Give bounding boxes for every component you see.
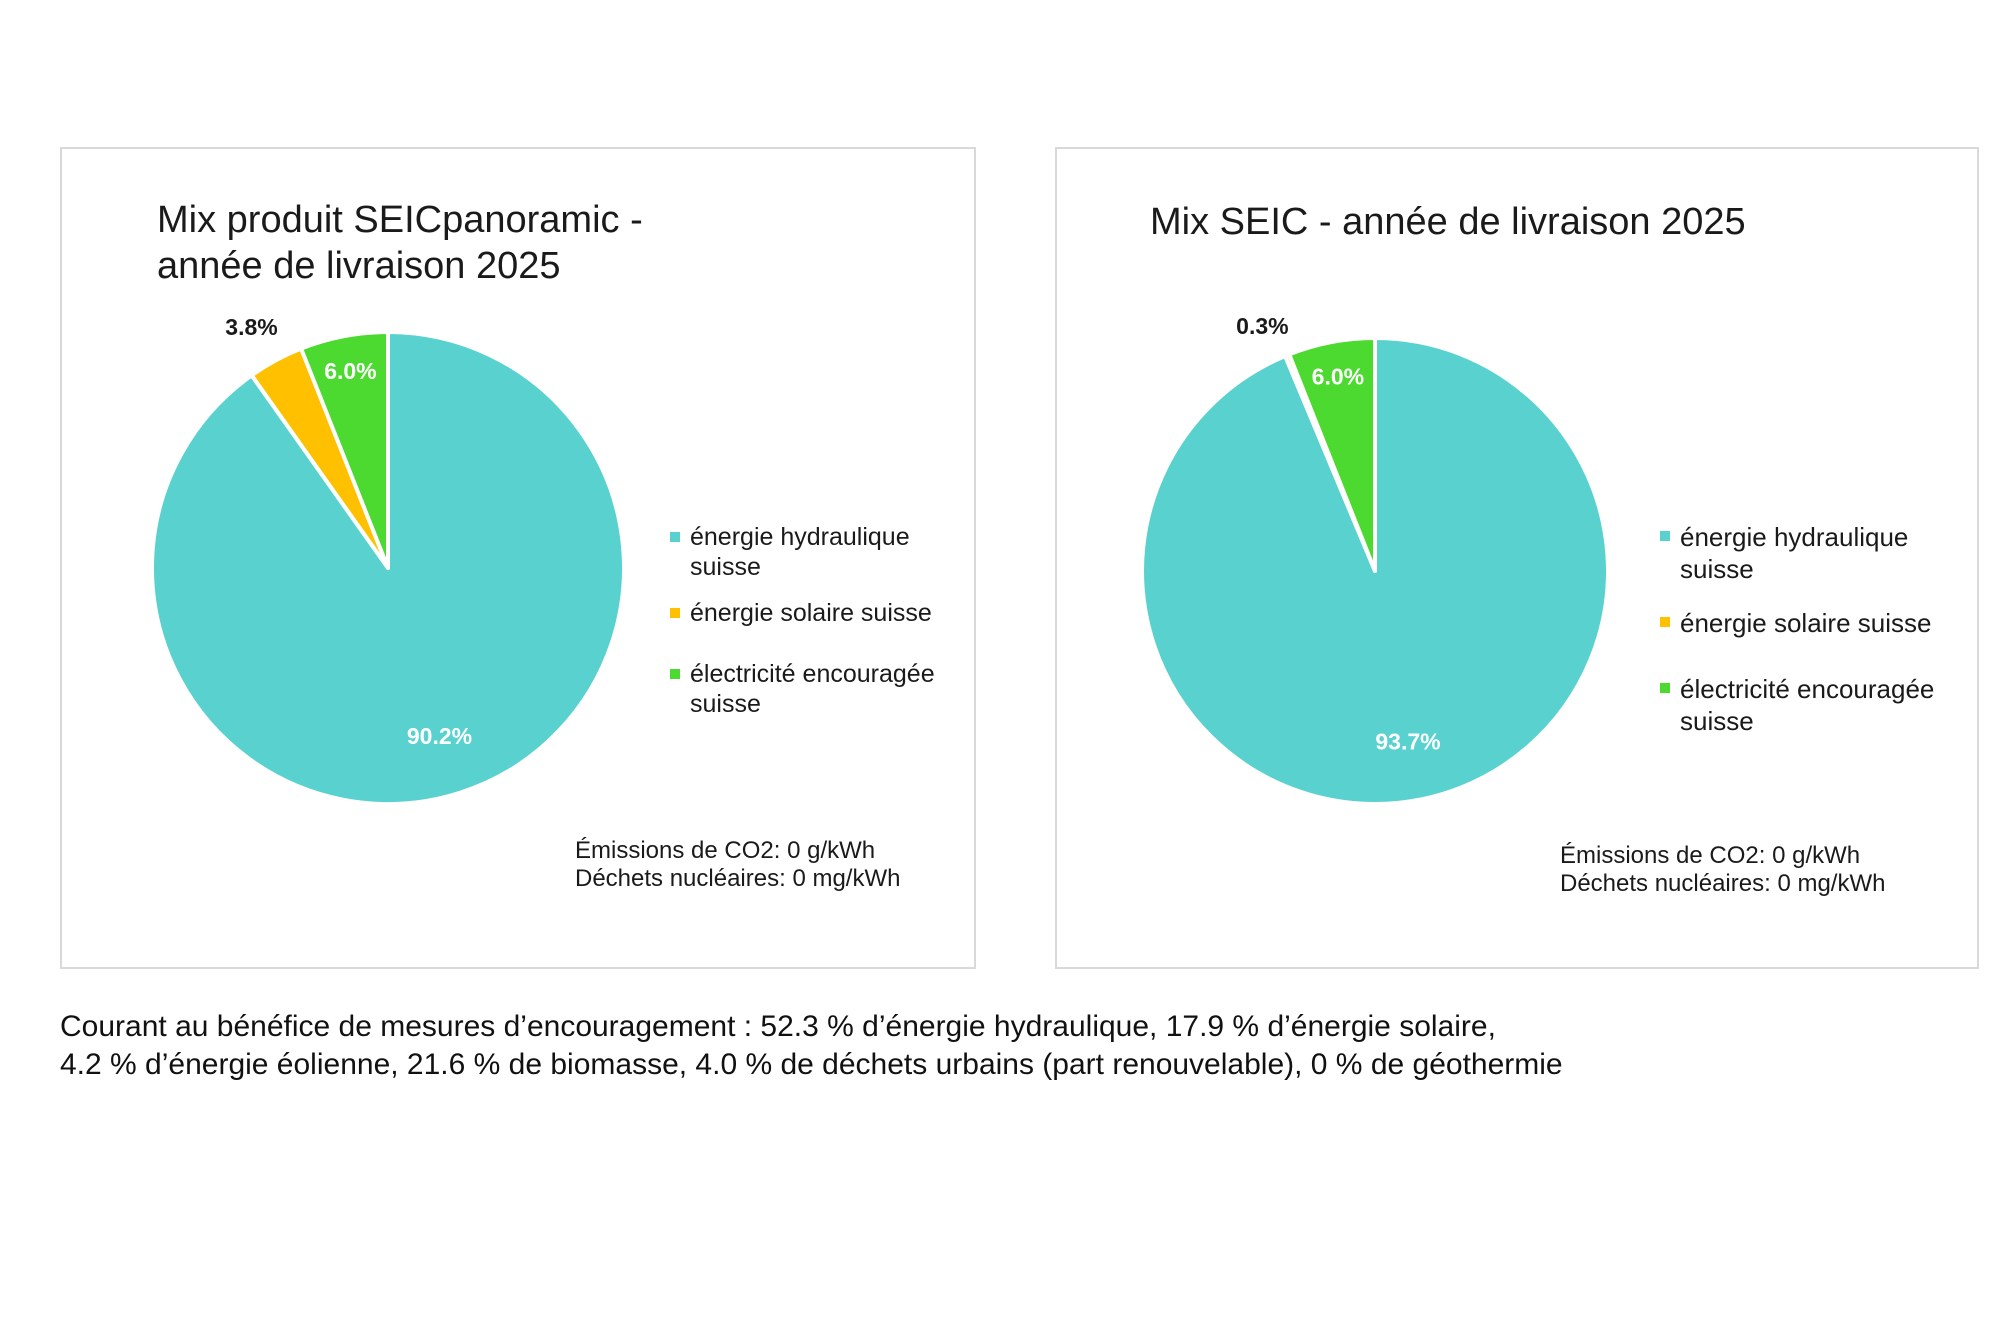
legend-item-solar: énergie solaire suisse: [670, 598, 990, 628]
legend: énergie hydraulique suisse énergie solai…: [1660, 521, 1980, 737]
legend-label: suisse: [690, 690, 761, 718]
legend-label: électricité encouragée: [1680, 674, 1935, 704]
legend-item-encouraged: électricité encouragée suisse: [670, 659, 990, 719]
legend-label: suisse: [1680, 706, 1754, 736]
chart-title: Mix produit SEICpanoramic - année de liv…: [157, 199, 643, 287]
nuclear-waste-note: Déchets nucléaires: 0 mg/kWh: [575, 865, 901, 892]
data-label-solar: 3.8%: [225, 314, 277, 340]
legend-label: énergie hydraulique: [690, 523, 910, 551]
legend-swatch-solar: [1660, 617, 1670, 627]
data-label-hydro: 93.7%: [1375, 729, 1440, 755]
legend-item-solar: énergie solaire suisse: [1660, 607, 1980, 639]
legend-item-hydro: énergie hydraulique suisse: [670, 522, 990, 582]
legend-label: suisse: [690, 553, 761, 581]
legend-label: suisse: [1680, 554, 1754, 584]
legend-swatch-hydro: [1660, 531, 1670, 541]
legend-swatch-solar: [670, 608, 680, 618]
chart-notes: Émissions de CO2: 0 g/kWh Déchets nucléa…: [1560, 842, 1885, 898]
data-label-hydro: 90.2%: [407, 723, 472, 749]
pie-slice-encouraged: [299, 330, 390, 570]
pie-chart: 90.2% 3.8% 6.0%: [150, 314, 626, 806]
legend-label: énergie solaire suisse: [1680, 608, 1932, 638]
chart-panel-seic: Mix SEIC - année de livraison 2025 93.7%…: [1055, 147, 1979, 969]
legend-item-hydro: énergie hydraulique suisse: [1660, 521, 1980, 585]
legend-swatch-encouraged: [1660, 683, 1670, 693]
legend-item-encouraged: électricité encouragée suisse: [1660, 673, 1980, 737]
chart-title: Mix SEIC - année de livraison 2025: [1150, 201, 1746, 243]
legend-swatch-hydro: [670, 532, 680, 542]
footnote-line: Courant au bénéfice de mesures d’encoura…: [60, 1010, 1496, 1043]
chart-notes: Émissions de CO2: 0 g/kWh Déchets nucléa…: [575, 837, 900, 893]
chart-panel-seicpanoramic: Mix produit SEICpanoramic - année de liv…: [60, 147, 976, 969]
co2-note: Émissions de CO2: 0 g/kWh: [1560, 842, 1861, 869]
legend-label: énergie hydraulique: [1680, 522, 1909, 552]
pie-chart: 93.7% 0.3% 6.0%: [1140, 313, 1610, 806]
legend: énergie hydraulique suisse énergie solai…: [670, 522, 990, 719]
data-label-solar: 0.3%: [1236, 313, 1288, 339]
legend-label: électricité encouragée: [690, 660, 935, 688]
legend-swatch-encouraged: [670, 669, 680, 679]
footnote-line: 4.2 % d’énergie éolienne, 21.6 % de biom…: [60, 1048, 1563, 1081]
legend-label: énergie solaire suisse: [690, 599, 932, 627]
data-label-encouraged: 6.0%: [1312, 364, 1364, 390]
pie-slice-encouraged: [1287, 336, 1377, 573]
co2-note: Émissions de CO2: 0 g/kWh: [575, 837, 876, 864]
footnote: Courant au bénéfice de mesures d’encoura…: [60, 1008, 1960, 1084]
data-label-encouraged: 6.0%: [324, 358, 376, 384]
nuclear-waste-note: Déchets nucléaires: 0 mg/kWh: [1560, 870, 1886, 897]
